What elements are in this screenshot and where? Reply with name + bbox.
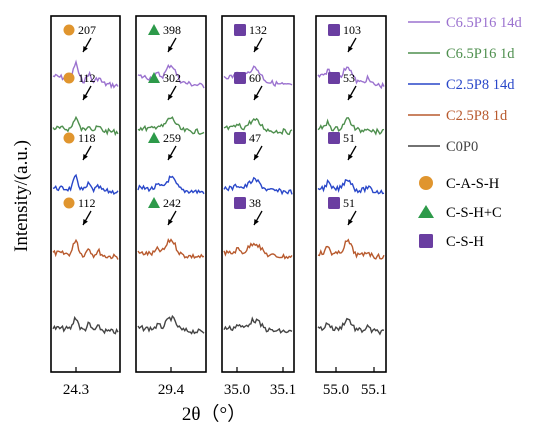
peak-arrow-head [83, 219, 88, 225]
legend-label: C6.5P16 1d [446, 46, 515, 62]
peak-arrow-head [83, 46, 88, 52]
legend-label: C2.5P8 14d [446, 77, 515, 93]
peak-arrow-head [348, 219, 353, 225]
peak-arrow-head [168, 219, 173, 225]
peak-arrow-head [168, 46, 173, 52]
c-s-h-c-marker [148, 72, 160, 83]
legend-circle-marker [419, 176, 433, 190]
c-a-s-h-marker [63, 197, 75, 209]
series-line-c2-5p8-1d-panel-3 [223, 242, 293, 260]
c-a-s-h-marker [63, 72, 75, 84]
series-line-c0p0-panel-4 [317, 317, 385, 336]
x-tick-label: 35.1 [270, 382, 296, 398]
peak-arrow-head [168, 94, 173, 100]
peak-count-label: 132 [249, 23, 267, 37]
legend-label: C6.5P16 14d [446, 15, 522, 31]
c-s-h-c-marker [148, 132, 160, 143]
peak-count-label: 302 [163, 71, 181, 85]
peak-count-label: 60 [249, 71, 261, 85]
peak-count-label: 51 [343, 131, 355, 145]
series-line-c2-5p8-14d-panel-2 [137, 175, 205, 195]
series-line-c2-5p8-14d-panel-4 [317, 178, 385, 195]
peak-count-label: 103 [343, 23, 361, 37]
legend-square-marker [419, 234, 433, 248]
legend-label: C-S-H [446, 234, 484, 250]
c-s-h-c-marker [148, 197, 160, 208]
series-line-c2-5p8-1d-panel-4 [317, 238, 385, 260]
c-s-h-marker [328, 197, 340, 209]
y-axis-title: Intensity/(a.u.) [11, 140, 32, 252]
peak-arrow-head [348, 154, 353, 160]
legend-label: C-A-S-H [446, 176, 500, 192]
peak-arrow-head [83, 154, 88, 160]
c-s-h-marker [234, 72, 246, 84]
legend-label: C2.5P8 1d [446, 108, 508, 124]
legend-triangle-marker [418, 205, 434, 218]
peak-markers-layer: 207 112 118 112 398 302 259 242 132 60 47 38 103 53 51… [63, 23, 361, 226]
c-s-h-marker [234, 197, 246, 209]
peak-count-label: 53 [343, 71, 355, 85]
panel-frame-3 [221, 15, 295, 373]
c-s-h-marker [234, 132, 246, 144]
peak-arrow-head [348, 46, 353, 52]
x-tick-label: 29.4 [158, 382, 185, 398]
series-line-c6-5p16-1d-panel-3 [223, 117, 293, 136]
c-s-h-c-marker [148, 24, 160, 35]
series-line-c6-5p16-14d-panel-2 [137, 63, 205, 89]
c-s-h-marker [328, 72, 340, 84]
legend: C6.5P16 14d C6.5P16 1d C2.5P8 14d C2.5P8 1d… [408, 15, 522, 250]
series-line-c2-5p8-1d-panel-2 [137, 238, 205, 260]
peak-count-label: 118 [78, 131, 96, 145]
peak-arrow-head [254, 219, 259, 225]
peak-count-label: 38 [249, 196, 261, 210]
peak-arrow-head [254, 94, 259, 100]
series-line-c6-5p16-1d-panel-1 [52, 115, 119, 137]
series-line-c2-5p8-1d-panel-1 [52, 238, 119, 260]
peak-count-label: 112 [78, 196, 96, 210]
peak-arrow-head [348, 94, 353, 100]
peak-arrow-head [83, 94, 88, 100]
x-tick-label: 24.3 [63, 382, 89, 398]
c-s-h-marker [328, 24, 340, 36]
x-tick-label: 35.0 [224, 382, 250, 398]
peak-count-label: 47 [249, 131, 261, 145]
x-axis-title: 2θ（°） [182, 403, 246, 425]
peak-count-label: 112 [78, 71, 96, 85]
x-tick-label: 55.1 [361, 382, 387, 398]
series-line-c6-5p16-1d-panel-2 [137, 116, 205, 135]
series-line-c2-5p8-14d-panel-3 [223, 176, 293, 196]
c-s-h-marker [234, 24, 246, 36]
curves-layer [52, 59, 385, 336]
peak-arrow-head [254, 154, 259, 160]
c-s-h-marker [328, 132, 340, 144]
series-line-c0p0-panel-3 [223, 316, 293, 334]
peak-count-label: 51 [343, 196, 355, 210]
peak-arrow-head [168, 154, 173, 160]
series-line-c0p0-panel-1 [52, 315, 119, 335]
panel-frame-4 [315, 15, 387, 373]
x-tick-label: 55.0 [323, 382, 349, 398]
tick-labels-layer: 24.3 29.4 35.0 35.1 55.0 55.1 [63, 367, 387, 398]
panel-frame-1 [50, 15, 121, 373]
legend-label: C0P0 [446, 139, 478, 155]
c-a-s-h-marker [63, 24, 75, 36]
peak-count-label: 259 [163, 131, 181, 145]
peak-count-label: 398 [163, 23, 181, 37]
peak-count-label: 207 [78, 23, 96, 37]
panels-layer [50, 15, 387, 373]
peak-count-label: 242 [163, 196, 181, 210]
series-line-c2-5p8-14d-panel-1 [52, 173, 119, 195]
legend-label: C-S-H+C [446, 205, 502, 221]
series-line-c6-5p16-14d-panel-4 [317, 66, 385, 90]
c-a-s-h-marker [63, 132, 75, 144]
series-line-c0p0-panel-2 [137, 314, 205, 335]
series-line-c6-5p16-1d-panel-4 [317, 117, 385, 136]
peak-arrow-head [254, 46, 259, 52]
